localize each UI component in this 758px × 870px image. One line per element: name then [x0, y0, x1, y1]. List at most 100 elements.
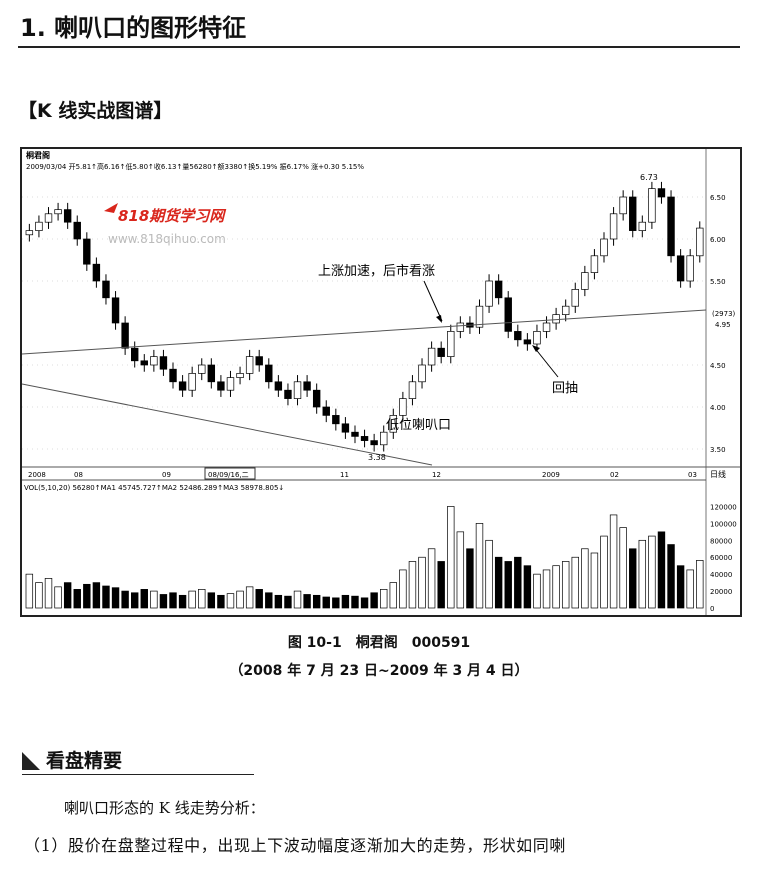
volume-bar: [293, 590, 302, 609]
volume-bar: [236, 590, 244, 609]
price-tick-label: 4.00: [710, 404, 726, 412]
volume-bar: [648, 535, 656, 609]
volume-bar: [102, 585, 110, 609]
x-tick-label: 08: [74, 471, 83, 479]
volume-tick-label: 100000: [710, 520, 737, 528]
candle: [399, 398, 407, 416]
candle: [552, 314, 560, 324]
candle: [389, 415, 397, 433]
volume-bar: [92, 582, 101, 609]
candle: [207, 364, 216, 383]
volume-bar: [188, 590, 196, 609]
candle: [360, 436, 369, 441]
price-tick-label: 6.00: [710, 236, 726, 244]
volume-tick-label: 0: [710, 605, 714, 613]
volume-bar: [504, 561, 512, 609]
high-label: 6.73: [640, 173, 658, 182]
figure-date-range: （2008 年 7 月 23 日~2009 年 3 月 4 日）: [229, 663, 529, 679]
volume-tick-label: 60000: [710, 554, 732, 562]
volume-bar: [322, 596, 330, 609]
annotation-low-horn: 低位喇叭口: [386, 418, 451, 433]
volume-bar: [437, 561, 445, 609]
volume-bar: [111, 587, 120, 609]
volume-bar: [686, 569, 694, 609]
watermark-logo: 818期货学习网 www.818qihuo.com: [104, 203, 227, 246]
candle: [485, 280, 493, 307]
volume-bar: [265, 592, 273, 609]
volume-bar: [351, 595, 359, 609]
volume-bar: [35, 582, 43, 609]
volume-bar: [542, 569, 551, 609]
candle: [418, 364, 426, 383]
volume-bar: [121, 590, 129, 609]
volume-bar: [514, 556, 522, 609]
candle: [638, 221, 647, 231]
candle: [561, 305, 570, 315]
candle: [44, 213, 53, 223]
volume-bar: [485, 539, 493, 609]
paragraph: 喇叭口形态的 K 线走势分析：: [64, 799, 265, 817]
volume-bar: [83, 583, 91, 609]
candle: [456, 322, 465, 332]
volume-bar: [284, 595, 292, 609]
x-tick-label: 02: [610, 471, 619, 479]
candle: [63, 209, 72, 223]
volume-bar: [178, 594, 187, 609]
volume-bar: [561, 561, 570, 609]
lower-trendline: [22, 383, 433, 466]
candle: [35, 221, 43, 231]
candle: [590, 255, 599, 273]
candle: [150, 356, 158, 366]
candle: [341, 423, 350, 433]
price-tick-label: 6.50: [710, 194, 726, 202]
candle: [447, 331, 455, 357]
candle: [111, 297, 120, 324]
volume-bar: [303, 594, 311, 609]
arrow-icon: [533, 346, 559, 378]
candle: [265, 364, 273, 383]
candle: [303, 381, 311, 391]
volume-bar: [638, 539, 647, 609]
volume-bar: [207, 592, 216, 609]
volume-tick-label: 80000: [710, 537, 732, 545]
x-tick-label: 03: [688, 471, 697, 479]
candle: [102, 280, 110, 299]
candle: [92, 263, 101, 282]
x-tick-label: 12: [432, 471, 441, 479]
volume-bar: [332, 597, 340, 609]
price-tick-label: 3.50: [710, 446, 726, 454]
annotation-pullback: 回抽: [552, 381, 578, 396]
volume-bar: [198, 589, 206, 609]
volume-bar: [360, 597, 369, 609]
volume-bar: [600, 535, 608, 609]
candle: [657, 188, 666, 198]
price-tick-label: 5.50: [710, 278, 726, 286]
volume-tick-label: 20000: [710, 588, 732, 596]
x-tick-label: 11: [340, 471, 349, 479]
volume-bar: [54, 586, 62, 609]
candle: [236, 373, 244, 378]
volume-bar: [131, 592, 139, 609]
volume-bar: [427, 548, 436, 609]
volume-bar: [25, 573, 34, 609]
candle: [226, 377, 235, 391]
volume-bar: [380, 589, 388, 609]
candle: [408, 381, 417, 399]
volume-tick-label: 40000: [710, 571, 732, 579]
volume-bar: [389, 582, 397, 609]
volume-bar: [159, 594, 168, 609]
volume-bar: [657, 531, 666, 609]
stock-name: 桐君阁: [26, 150, 50, 160]
candle: [351, 431, 359, 437]
volume-bar: [169, 592, 177, 609]
volume-bar: [456, 531, 465, 609]
volume-bar: [140, 589, 148, 609]
candle: [188, 373, 196, 391]
candle: [255, 356, 263, 366]
x-tick-label: 2008: [28, 471, 46, 479]
volume-bar: [494, 556, 503, 609]
figure-caption: 图 10-1 桐君阁 000591: [287, 635, 471, 651]
candle: [140, 360, 148, 366]
volume-bar: [590, 552, 599, 609]
quote-info: 2009/03/04 开5.81↑高6.16↑低5.80↑收6.13↑量5628…: [26, 162, 364, 171]
